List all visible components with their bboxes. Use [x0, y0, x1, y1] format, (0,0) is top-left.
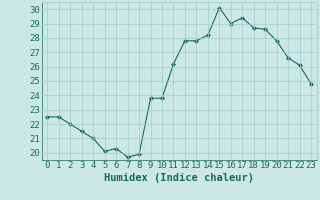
X-axis label: Humidex (Indice chaleur): Humidex (Indice chaleur) — [104, 173, 254, 183]
